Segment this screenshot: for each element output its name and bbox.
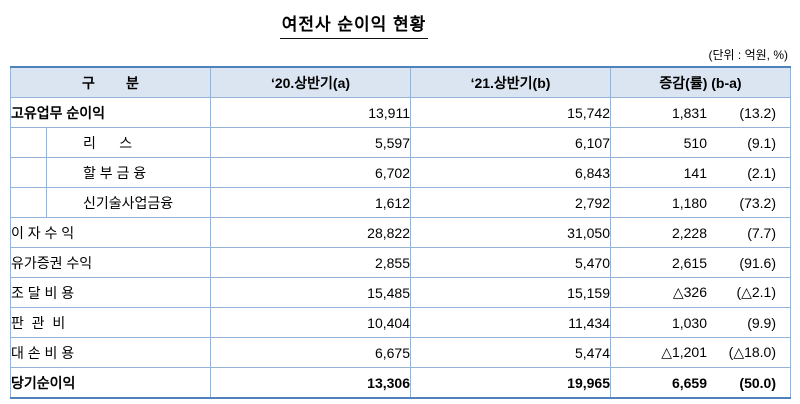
change-amount: 6,659 [671, 374, 707, 391]
change-amount: 510 [683, 134, 707, 151]
table-header: 구 분 ‘20.상반기(a) ‘21.상반기(b) 증감(률) (b-a) [10, 66, 791, 98]
change-wrap: 6,659 (50.0) [612, 368, 790, 397]
row-label: 조 달 비 용 [10, 277, 211, 308]
value-2021h1: 2,792 [410, 187, 611, 218]
col-header-change: 증감(률) (b-a) [610, 66, 791, 98]
value-2020h1: 13,911 [210, 97, 411, 128]
change-amount: 2,615 [671, 254, 707, 271]
change-rate: (13.2) [739, 104, 776, 121]
value-2020h1: 6,702 [210, 157, 411, 188]
header-row: 구 분 ‘20.상반기(a) ‘21.상반기(b) 증감(률) (b-a) [10, 66, 791, 98]
table-row: 고유업무 순이익 13,911 15,742 1,831 (13.2) [10, 97, 791, 128]
unit-note: (단위 : 억원, %) [708, 48, 789, 62]
value-change: 1,831 (13.2) [610, 97, 791, 128]
row-label: 이 자 수 익 [10, 217, 211, 248]
change-wrap: 1,831 (13.2) [612, 99, 790, 127]
table-row: 리 스 5,597 6,107 510 (9.1) [10, 127, 791, 158]
change-amount: 1,030 [671, 314, 707, 331]
change-wrap: △1,201 (△18.0) [612, 339, 790, 367]
table-row: 신기술사업금융 1,612 2,792 1,180 (73.2) [10, 187, 791, 218]
value-2021h1: 19,965 [410, 367, 611, 399]
change-rate: (9.1) [747, 134, 776, 151]
change-wrap: 141 (2.1) [612, 159, 790, 187]
row-label: 대 손 비 용 [10, 337, 211, 368]
change-amount: △1,201 [661, 344, 707, 360]
value-2021h1: 11,434 [410, 307, 611, 338]
value-2021h1: 5,470 [410, 247, 611, 278]
value-2021h1: 15,742 [410, 97, 611, 128]
value-2021h1: 15,159 [410, 277, 611, 308]
value-change: △1,201 (△18.0) [610, 337, 791, 368]
change-wrap: 2,228 (7.7) [612, 219, 790, 247]
value-change: 2,228 (7.7) [610, 217, 791, 248]
col-header-2021h1: ‘21.상반기(b) [410, 66, 611, 98]
col-header-2020h1: ‘20.상반기(a) [210, 66, 411, 98]
change-amount: 141 [683, 164, 707, 181]
table-row: 판 관 비 10,404 11,434 1,030 (9.9) [10, 307, 791, 338]
change-wrap: 2,615 (91.6) [612, 249, 790, 277]
table-body: 고유업무 순이익 13,911 15,742 1,831 (13.2) 리 스 5,597 6… [10, 97, 791, 399]
value-2020h1: 10,404 [210, 307, 411, 338]
value-2020h1: 28,822 [210, 217, 411, 248]
value-2020h1: 15,485 [210, 277, 411, 308]
change-amount: 1,180 [671, 194, 707, 211]
change-rate: (7.7) [747, 224, 776, 241]
net-income-table: 구 분 ‘20.상반기(a) ‘21.상반기(b) 증감(률) (b-a) 고유… [10, 66, 791, 399]
table-row: 대 손 비 용 6,675 5,474 △1,201 (△18.0) [10, 337, 791, 368]
value-2020h1: 13,306 [210, 367, 411, 399]
value-2021h1: 6,843 [410, 157, 611, 188]
value-change: 141 (2.1) [610, 157, 791, 188]
value-2021h1: 31,050 [410, 217, 611, 248]
table-row: 할 부 금 융 6,702 6,843 141 (2.1) [10, 157, 791, 188]
value-change: 6,659 (50.0) [610, 367, 791, 399]
row-label: 유가증권 수익 [10, 247, 211, 278]
table-row: 조 달 비 용 15,485 15,159 △326 (△2.1) [10, 277, 791, 308]
page-title: 여전사 순이익 현황 [279, 10, 429, 39]
change-wrap: △326 (△2.1) [612, 279, 790, 307]
value-change: 1,180 (73.2) [610, 187, 791, 218]
change-wrap: 1,030 (9.9) [612, 309, 790, 337]
row-label: 리 스 [10, 127, 211, 158]
change-amount: 2,228 [671, 224, 707, 241]
value-2021h1: 5,474 [410, 337, 611, 368]
row-label: 판 관 비 [10, 307, 211, 338]
change-wrap: 510 (9.1) [612, 129, 790, 157]
table-row: 이 자 수 익 28,822 31,050 2,228 (7.7) [10, 217, 791, 248]
value-change: △326 (△2.1) [610, 277, 791, 308]
table-row: 당기순이익 13,306 19,965 6,659 (50.0) [10, 367, 791, 399]
value-2020h1: 6,675 [210, 337, 411, 368]
change-rate: (50.0) [739, 374, 776, 391]
value-change: 2,615 (91.6) [610, 247, 791, 278]
change-amount: △326 [672, 284, 707, 300]
value-change: 1,030 (9.9) [610, 307, 791, 338]
title-wrap: 여전사 순이익 현황 [10, 10, 790, 39]
value-2021h1: 6,107 [410, 127, 611, 158]
value-2020h1: 5,597 [210, 127, 411, 158]
col-header-category: 구 분 [10, 66, 211, 98]
row-label: 신기술사업금융 [10, 187, 211, 218]
row-label: 고유업무 순이익 [10, 97, 211, 128]
change-amount: 1,831 [671, 104, 707, 121]
change-rate: (△18.0) [728, 344, 776, 360]
value-change: 510 (9.1) [610, 127, 791, 158]
change-wrap: 1,180 (73.2) [612, 189, 790, 217]
row-label: 할 부 금 융 [10, 157, 211, 188]
change-rate: (9.9) [747, 314, 776, 331]
change-rate: (△2.1) [736, 284, 776, 300]
value-2020h1: 2,855 [210, 247, 411, 278]
change-rate: (2.1) [747, 164, 776, 181]
table-row: 유가증권 수익 2,855 5,470 2,615 (91.6) [10, 247, 791, 278]
change-rate: (91.6) [739, 254, 776, 271]
value-2020h1: 1,612 [210, 187, 411, 218]
change-rate: (73.2) [739, 194, 776, 211]
row-label: 당기순이익 [10, 367, 211, 399]
